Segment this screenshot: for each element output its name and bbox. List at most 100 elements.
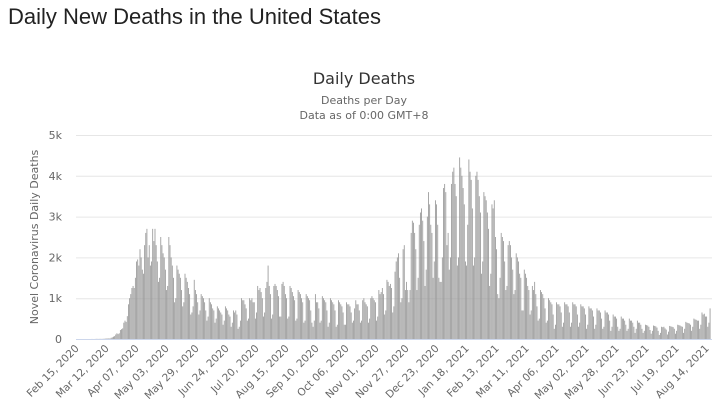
bar: [522, 310, 524, 339]
bar: [231, 322, 233, 339]
bar: [528, 290, 530, 339]
bar: [520, 277, 522, 339]
bar: [343, 324, 345, 339]
bar: [183, 302, 185, 339]
bar: [419, 212, 421, 339]
bar: [356, 304, 358, 339]
bar: [353, 320, 354, 339]
bar: [535, 294, 537, 339]
bar: [660, 332, 661, 339]
bar: [303, 322, 305, 339]
bar: [249, 298, 251, 339]
bar: [649, 330, 651, 339]
bar: [624, 320, 626, 339]
bar: [591, 310, 593, 339]
bar: [168, 237, 170, 339]
bar: [204, 302, 206, 339]
bar: [197, 302, 199, 339]
bar: [491, 204, 493, 339]
bar: [318, 308, 320, 339]
bar: [226, 308, 227, 339]
bar: [296, 318, 298, 339]
bar: [200, 294, 202, 339]
bar: [589, 308, 591, 339]
bar: [639, 322, 641, 339]
bar: [223, 320, 225, 339]
bar: [380, 292, 382, 339]
bar: [288, 316, 290, 339]
bar: [493, 200, 495, 339]
bar: [113, 336, 114, 339]
bar: [181, 290, 182, 339]
bar: [158, 281, 159, 339]
bar: [582, 306, 584, 339]
bar: [179, 277, 181, 339]
bar: [466, 265, 468, 339]
bar: [327, 326, 329, 339]
bar: [650, 333, 652, 339]
bar: [598, 310, 600, 339]
bar: [133, 288, 135, 339]
bar: [339, 302, 341, 339]
bar: [313, 320, 315, 339]
bar: [344, 324, 346, 339]
bar: [670, 326, 672, 339]
bar: [263, 316, 264, 339]
bar: [268, 285, 270, 339]
bar: [173, 277, 174, 339]
bar: [114, 336, 116, 339]
bar: [177, 269, 179, 339]
bar: [346, 302, 347, 339]
bar: [684, 328, 686, 339]
y-axis-ticks: 0 1k 2k 3k 4k 5k: [49, 129, 63, 346]
bar: [413, 222, 414, 339]
bar: [282, 281, 284, 339]
bar: [678, 325, 680, 339]
bar: [507, 245, 509, 339]
bar: [125, 321, 127, 339]
bar: [293, 296, 294, 339]
bar: [516, 257, 518, 339]
bar: [149, 265, 151, 339]
bar: [687, 323, 689, 339]
bar: [662, 327, 664, 339]
bar: [500, 232, 502, 339]
bar: [362, 300, 364, 339]
bar: [408, 302, 410, 339]
bar: [572, 302, 574, 339]
bar: [470, 179, 472, 339]
bar: [257, 285, 259, 339]
bar: [239, 320, 241, 339]
bar: [215, 318, 217, 339]
bar: [557, 304, 559, 339]
bar: [309, 300, 311, 339]
bar: [665, 329, 667, 339]
bar: [145, 232, 147, 339]
bar: [314, 294, 316, 339]
bar: [364, 302, 366, 339]
bar: [379, 294, 381, 339]
bar: [411, 220, 413, 339]
bar: [188, 288, 189, 339]
bar: [116, 333, 118, 339]
bar: [175, 298, 177, 339]
bar: [675, 333, 676, 339]
bar: [126, 316, 128, 339]
bar: [237, 328, 239, 339]
bar: [323, 298, 324, 339]
bar: [559, 306, 561, 339]
bar: [616, 318, 618, 339]
bar: [508, 241, 510, 339]
bar: [373, 300, 375, 339]
bar: [449, 257, 451, 339]
bar: [576, 314, 578, 339]
bar: [374, 302, 376, 339]
bar: [130, 294, 132, 339]
bar: [156, 261, 158, 339]
bar: [347, 304, 349, 339]
bar: [423, 241, 425, 339]
bar: [184, 273, 186, 339]
bar: [444, 183, 446, 339]
bar: [393, 306, 395, 339]
bar: [542, 294, 544, 339]
